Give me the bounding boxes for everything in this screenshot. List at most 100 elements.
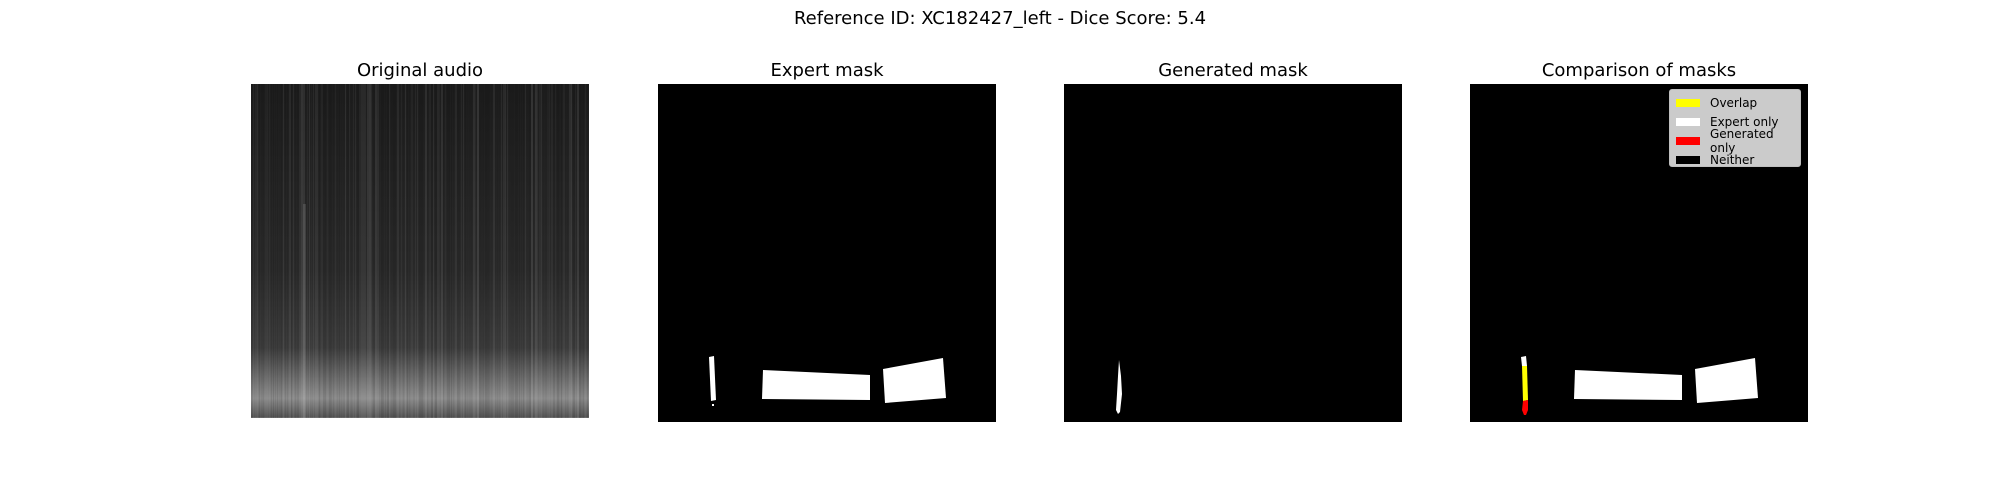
comparison-expert-only-1 [1521,356,1527,366]
spectrogram-stripe [515,84,517,418]
comparison-image: Overlap Expert only Generated only Neith… [1470,84,1808,422]
spectrogram-stripe [565,84,566,418]
spectrogram-stripe [493,84,495,418]
spectrogram-stripe [449,84,450,418]
expert-region-2 [762,370,870,400]
spectrogram-stripe [585,84,586,418]
spectrogram-stripe [381,84,383,418]
spectrogram-stripe [387,84,389,418]
spectrogram-stripe [317,84,318,418]
spectrogram-stripe [321,84,323,418]
spectrogram-stripe [363,84,365,418]
spectrogram-stripe [475,84,476,418]
spectrogram-stripe [531,84,533,418]
spectrogram-stripe [373,84,375,418]
legend-item-overlap: Overlap [1676,93,1794,112]
spectrogram-stripe [485,84,487,418]
panel-original-audio-title: Original audio [356,60,484,81]
spectrogram-stripe [335,84,336,418]
spectrogram-stripe [577,84,579,418]
spectrogram-stripe [329,84,331,418]
spectrogram-stripe [417,84,418,418]
spectrogram-stripe [279,84,281,418]
spectrogram-stripe [573,84,575,418]
spectrogram-stripe [405,84,406,418]
generated-region-1 [1116,360,1122,414]
spectrogram-stripe [377,84,379,418]
comparison-expert-only-2 [1574,370,1682,400]
spectrogram-stripe [269,84,270,418]
spectrogram-stripe [309,84,310,418]
spectrogram-stripe [491,84,492,418]
spectrogram-stripe [361,84,363,418]
spectrogram-stripe [345,84,346,418]
spectrogram-stripe [391,84,393,418]
spectrogram-stripe [425,84,427,418]
spectrogram-stripe [451,84,452,418]
spectrogram-stripe [497,84,498,418]
spectrogram-stripe [523,84,524,418]
spectrogram-stripe [459,84,460,418]
spectrogram-stripe [307,84,308,418]
spectrogram-stripe [337,84,338,418]
spectrogram-stripe [495,84,496,418]
spectrogram-stripe [341,84,342,418]
spectrogram-stripe [479,84,481,418]
spectrogram-stripe [293,84,294,418]
spectrogram-stripe [401,84,402,418]
panel-generated-mask [1064,84,1402,422]
spectrogram-stripe [567,84,568,418]
spectrogram-stripe [547,84,549,418]
spectrogram-stripe [587,84,588,418]
spectrogram-stripe [487,84,489,418]
spectrogram-image [251,84,589,422]
spectrogram-stripe [255,84,257,418]
spectrogram-stripe [419,84,421,418]
spectrogram-stripe [281,84,282,418]
spectrogram-stripe [311,84,312,418]
spectrogram-stripe [285,84,286,418]
spectrogram-stripe [291,84,292,418]
spectrogram-stripe [435,84,437,418]
spectrogram-stripe [331,84,332,418]
panel-comparison: Overlap Expert only Generated only Neith… [1470,84,1808,422]
spectrogram-stripe [277,84,278,418]
spectrogram-stripe [559,84,560,418]
spectrogram-svg [251,84,589,422]
legend-label-overlap: Overlap [1710,95,1758,110]
spectrogram-stripe [403,84,404,418]
spectrogram-stripe [315,84,317,418]
spectrogram-stripe [423,84,424,418]
spectrogram-stripe [351,84,352,418]
spectrogram-stripe [355,84,356,418]
spectrogram-stripe [415,84,416,418]
spectrogram-stripe [533,84,534,418]
comparison-legend: Overlap Expert only Generated only Neith… [1669,89,1801,167]
spectrogram-stripe [555,84,556,418]
spectrogram-stripe [517,84,518,418]
spectrogram-stripe [535,84,537,418]
panel-comparison-title: Comparison of masks [1541,60,1737,81]
spectrogram-stripe [571,84,572,418]
spectrogram-stripe [357,84,359,418]
spectrogram-stripe [379,84,380,418]
panel-expert-mask [658,84,996,422]
spectrogram-stripe [319,84,320,418]
legend-item-expert-only: Expert only [1676,112,1794,131]
spectrogram-stripe [297,84,299,418]
spectrogram-stripe [283,84,284,418]
spectrogram-stripe [439,84,440,418]
spectrogram-stripe [549,84,550,418]
spectrogram-stripe [575,84,576,418]
spectrogram-stripe [287,84,288,418]
spectrogram-stripe [541,84,542,418]
spectrogram-stripe [349,84,350,418]
spectrogram-stripe [383,84,384,418]
legend-swatch-generated-only [1676,136,1700,145]
spectrogram-stripe [261,84,263,418]
comparison-generated-only [1522,400,1528,415]
legend-label-expert-only: Expert only [1710,114,1779,129]
spectrogram-stripe [471,84,472,418]
spectrogram-stripe [359,84,361,418]
spectrogram-stripe [457,84,459,418]
